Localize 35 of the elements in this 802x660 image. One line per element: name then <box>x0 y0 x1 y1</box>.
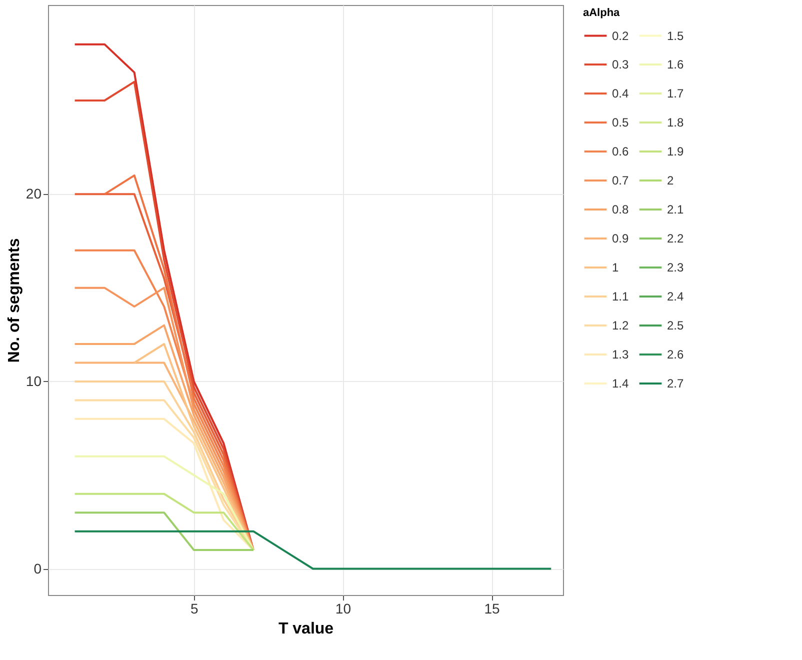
x-axis-title: T value <box>278 620 334 638</box>
legend-label: 0.8 <box>612 202 630 216</box>
y-tick-label: 0 <box>34 560 42 576</box>
legend-label: 0.3 <box>612 58 630 72</box>
legend-label: 1.6 <box>667 58 684 72</box>
legend-label: 0.5 <box>612 116 630 130</box>
x-tick-label: 10 <box>335 600 352 616</box>
legend-label: 2 <box>667 174 674 188</box>
legend-label: 0.6 <box>612 144 630 158</box>
legend-label: 1.3 <box>612 348 630 362</box>
legend-label: 0.9 <box>612 232 630 246</box>
legend-label: 2.3 <box>667 260 684 274</box>
legend-label: 1.4 <box>612 376 630 390</box>
legend-label: 1.1 <box>612 290 630 304</box>
legend-label: 2.4 <box>667 290 684 304</box>
legend-label: 0.7 <box>612 174 630 188</box>
legend-title: aAlpha <box>583 7 621 19</box>
legend-label: 0.4 <box>612 86 630 100</box>
legend-label: 1.2 <box>612 318 630 332</box>
legend-label: 1.7 <box>667 86 684 100</box>
legend-label: 2.1 <box>667 202 684 216</box>
legend-label: 2.5 <box>667 318 684 332</box>
legend-label: 1.5 <box>667 28 684 43</box>
y-axis-title: No. of segments <box>6 238 23 363</box>
x-tick-label: 15 <box>484 600 500 616</box>
y-tick-label: 10 <box>26 372 42 389</box>
legend-label: 0.2 <box>612 28 630 43</box>
legend-label: 2.2 <box>667 232 684 246</box>
legend-label: 1.8 <box>667 116 684 130</box>
legend-label: 2.7 <box>667 376 684 390</box>
legend-label: 1 <box>612 260 619 274</box>
x-tick-label: 5 <box>190 600 198 616</box>
legend-label: 2.6 <box>667 348 684 362</box>
legend-label: 1.9 <box>667 144 684 158</box>
y-tick-label: 20 <box>26 186 42 202</box>
